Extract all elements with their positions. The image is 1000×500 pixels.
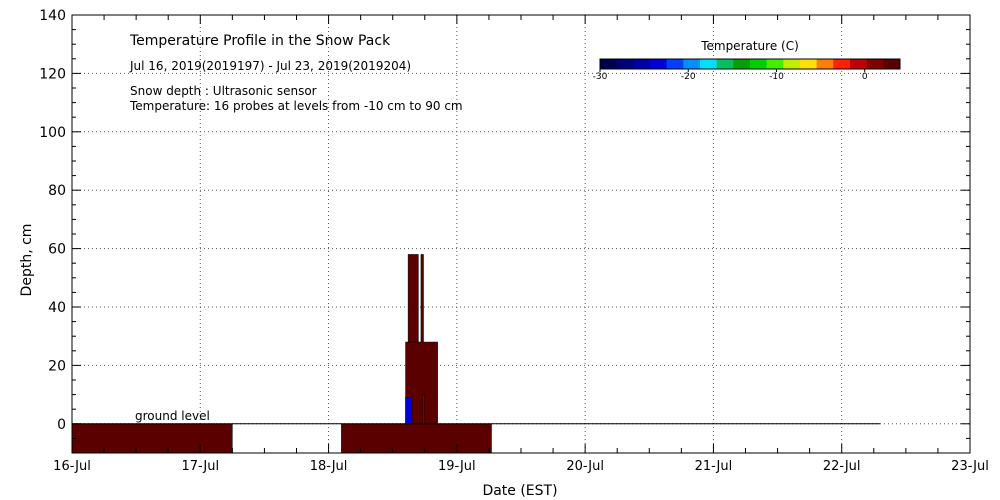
colorbar-segment — [883, 59, 901, 69]
y-tick-label: 20 — [48, 358, 66, 374]
colorbar-label: Temperature (C) — [700, 39, 799, 53]
y-tick-label: 100 — [39, 125, 66, 141]
y-tick-label: 80 — [48, 183, 66, 199]
colorbar-tick-label: -30 — [593, 72, 608, 82]
temperature-cell — [341, 423, 492, 454]
x-tick-label: 16-Jul — [53, 459, 91, 474]
y-tick-label: 0 — [57, 417, 66, 433]
colorbar-tick-label: -20 — [681, 72, 696, 82]
colorbar-segment — [683, 59, 701, 69]
colorbar-segment — [600, 59, 618, 69]
colorbar-segment — [750, 59, 768, 69]
chart-subtitle: Jul 16, 2019(2019197) - Jul 23, 2019(201… — [129, 59, 411, 73]
x-tick-label: 17-Jul — [181, 459, 219, 474]
x-tick-label: 20-Jul — [566, 459, 604, 474]
colorbar-segment — [716, 59, 734, 69]
y-tick-label: 60 — [48, 242, 66, 258]
colorbar-segment — [816, 59, 834, 69]
temperature-cell — [405, 397, 413, 425]
x-tick-label: 19-Jul — [438, 459, 476, 474]
x-tick-label: 23-Jul — [951, 459, 989, 474]
chart-note-2: Temperature: 16 probes at levels from -1… — [129, 99, 463, 113]
colorbar-segment — [833, 59, 851, 69]
colorbar-tick-label: -10 — [769, 72, 784, 82]
x-axis-label: Date (EST) — [482, 483, 557, 499]
temperature-cell — [420, 254, 424, 343]
colorbar-segment — [633, 59, 651, 69]
x-tick-label: 18-Jul — [310, 459, 348, 474]
colorbar-segment — [866, 59, 884, 69]
plot-frame — [71, 14, 971, 454]
y-tick-label: 120 — [39, 66, 66, 82]
chart-title: Temperature Profile in the Snow Pack — [129, 33, 391, 49]
chart-note-1: Snow depth : Ultrasonic sensor — [130, 84, 317, 98]
colorbar-segment — [766, 59, 784, 69]
colorbar-segment — [850, 59, 868, 69]
temperature-cell — [71, 423, 233, 454]
y-axis-label: Depth, cm — [19, 224, 35, 297]
colorbar-segment — [650, 59, 668, 69]
y-tick-label: 140 — [39, 8, 66, 24]
colorbar-segment — [733, 59, 751, 69]
colorbar-segment — [700, 59, 718, 69]
x-tick-label: 22-Jul — [823, 459, 861, 474]
ground-level-label: ground level — [135, 409, 210, 423]
x-tick-label: 21-Jul — [695, 459, 733, 474]
colorbar-segment — [800, 59, 818, 69]
colorbar-segment — [666, 59, 684, 69]
temperature-cell — [421, 394, 426, 425]
plot-area: 16-Jul 17-Jul 18-Jul 19-Jul 20-Jul 21-Jul 22-J… — [39, 8, 989, 474]
temperature-cell — [407, 254, 419, 343]
colorbar-tick-label: 0 — [862, 72, 868, 82]
y-tick-label: 40 — [48, 300, 66, 316]
colorbar-segment — [783, 59, 801, 69]
colorbar-segment — [616, 59, 634, 69]
colorbar-frame — [599, 58, 901, 70]
